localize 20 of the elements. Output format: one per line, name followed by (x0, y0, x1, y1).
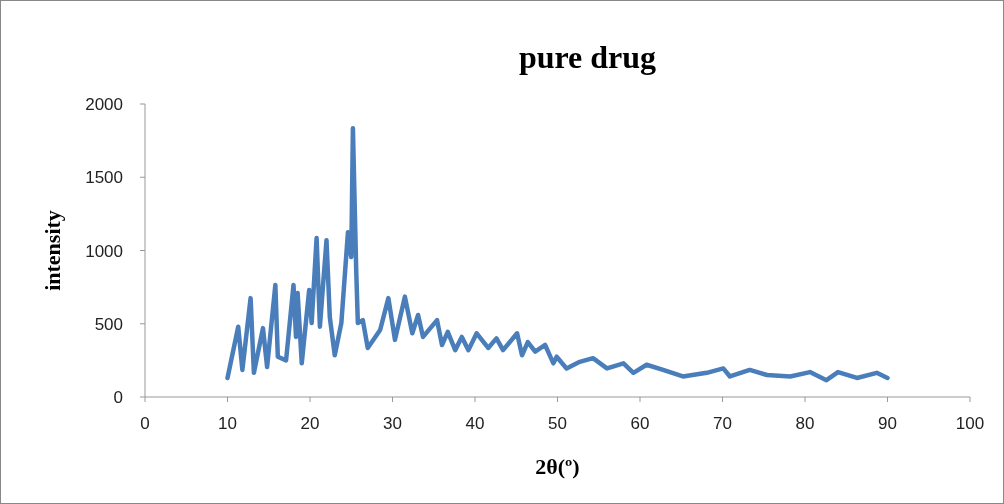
y-tick-label: 500 (94, 314, 123, 334)
line-series (225, 125, 890, 383)
y-axis-title: intensity (40, 210, 65, 291)
x-axis-title: 2θ(º) (535, 454, 580, 479)
x-tick-label: 20 (300, 414, 320, 433)
y-tick-label: 2000 (85, 95, 123, 114)
y-tick-label: 0 (113, 388, 123, 407)
x-tick-label: 70 (713, 414, 732, 433)
x-tick-label: 80 (795, 414, 815, 433)
chart-title: pure drug (518, 39, 657, 75)
x-tick-label: 10 (218, 414, 237, 433)
x-tick-label: 40 (465, 414, 485, 433)
x-tick-label: 50 (548, 414, 567, 433)
x-tick-label: 100 (955, 414, 985, 433)
x-tick-label: 30 (383, 414, 402, 433)
y-tick-label: 1000 (85, 241, 123, 261)
y-tick-label: 1500 (85, 168, 123, 188)
x-tick-label: 90 (878, 414, 897, 433)
x-tick-label: 0 (140, 414, 150, 433)
x-tick-label: 60 (630, 414, 650, 433)
